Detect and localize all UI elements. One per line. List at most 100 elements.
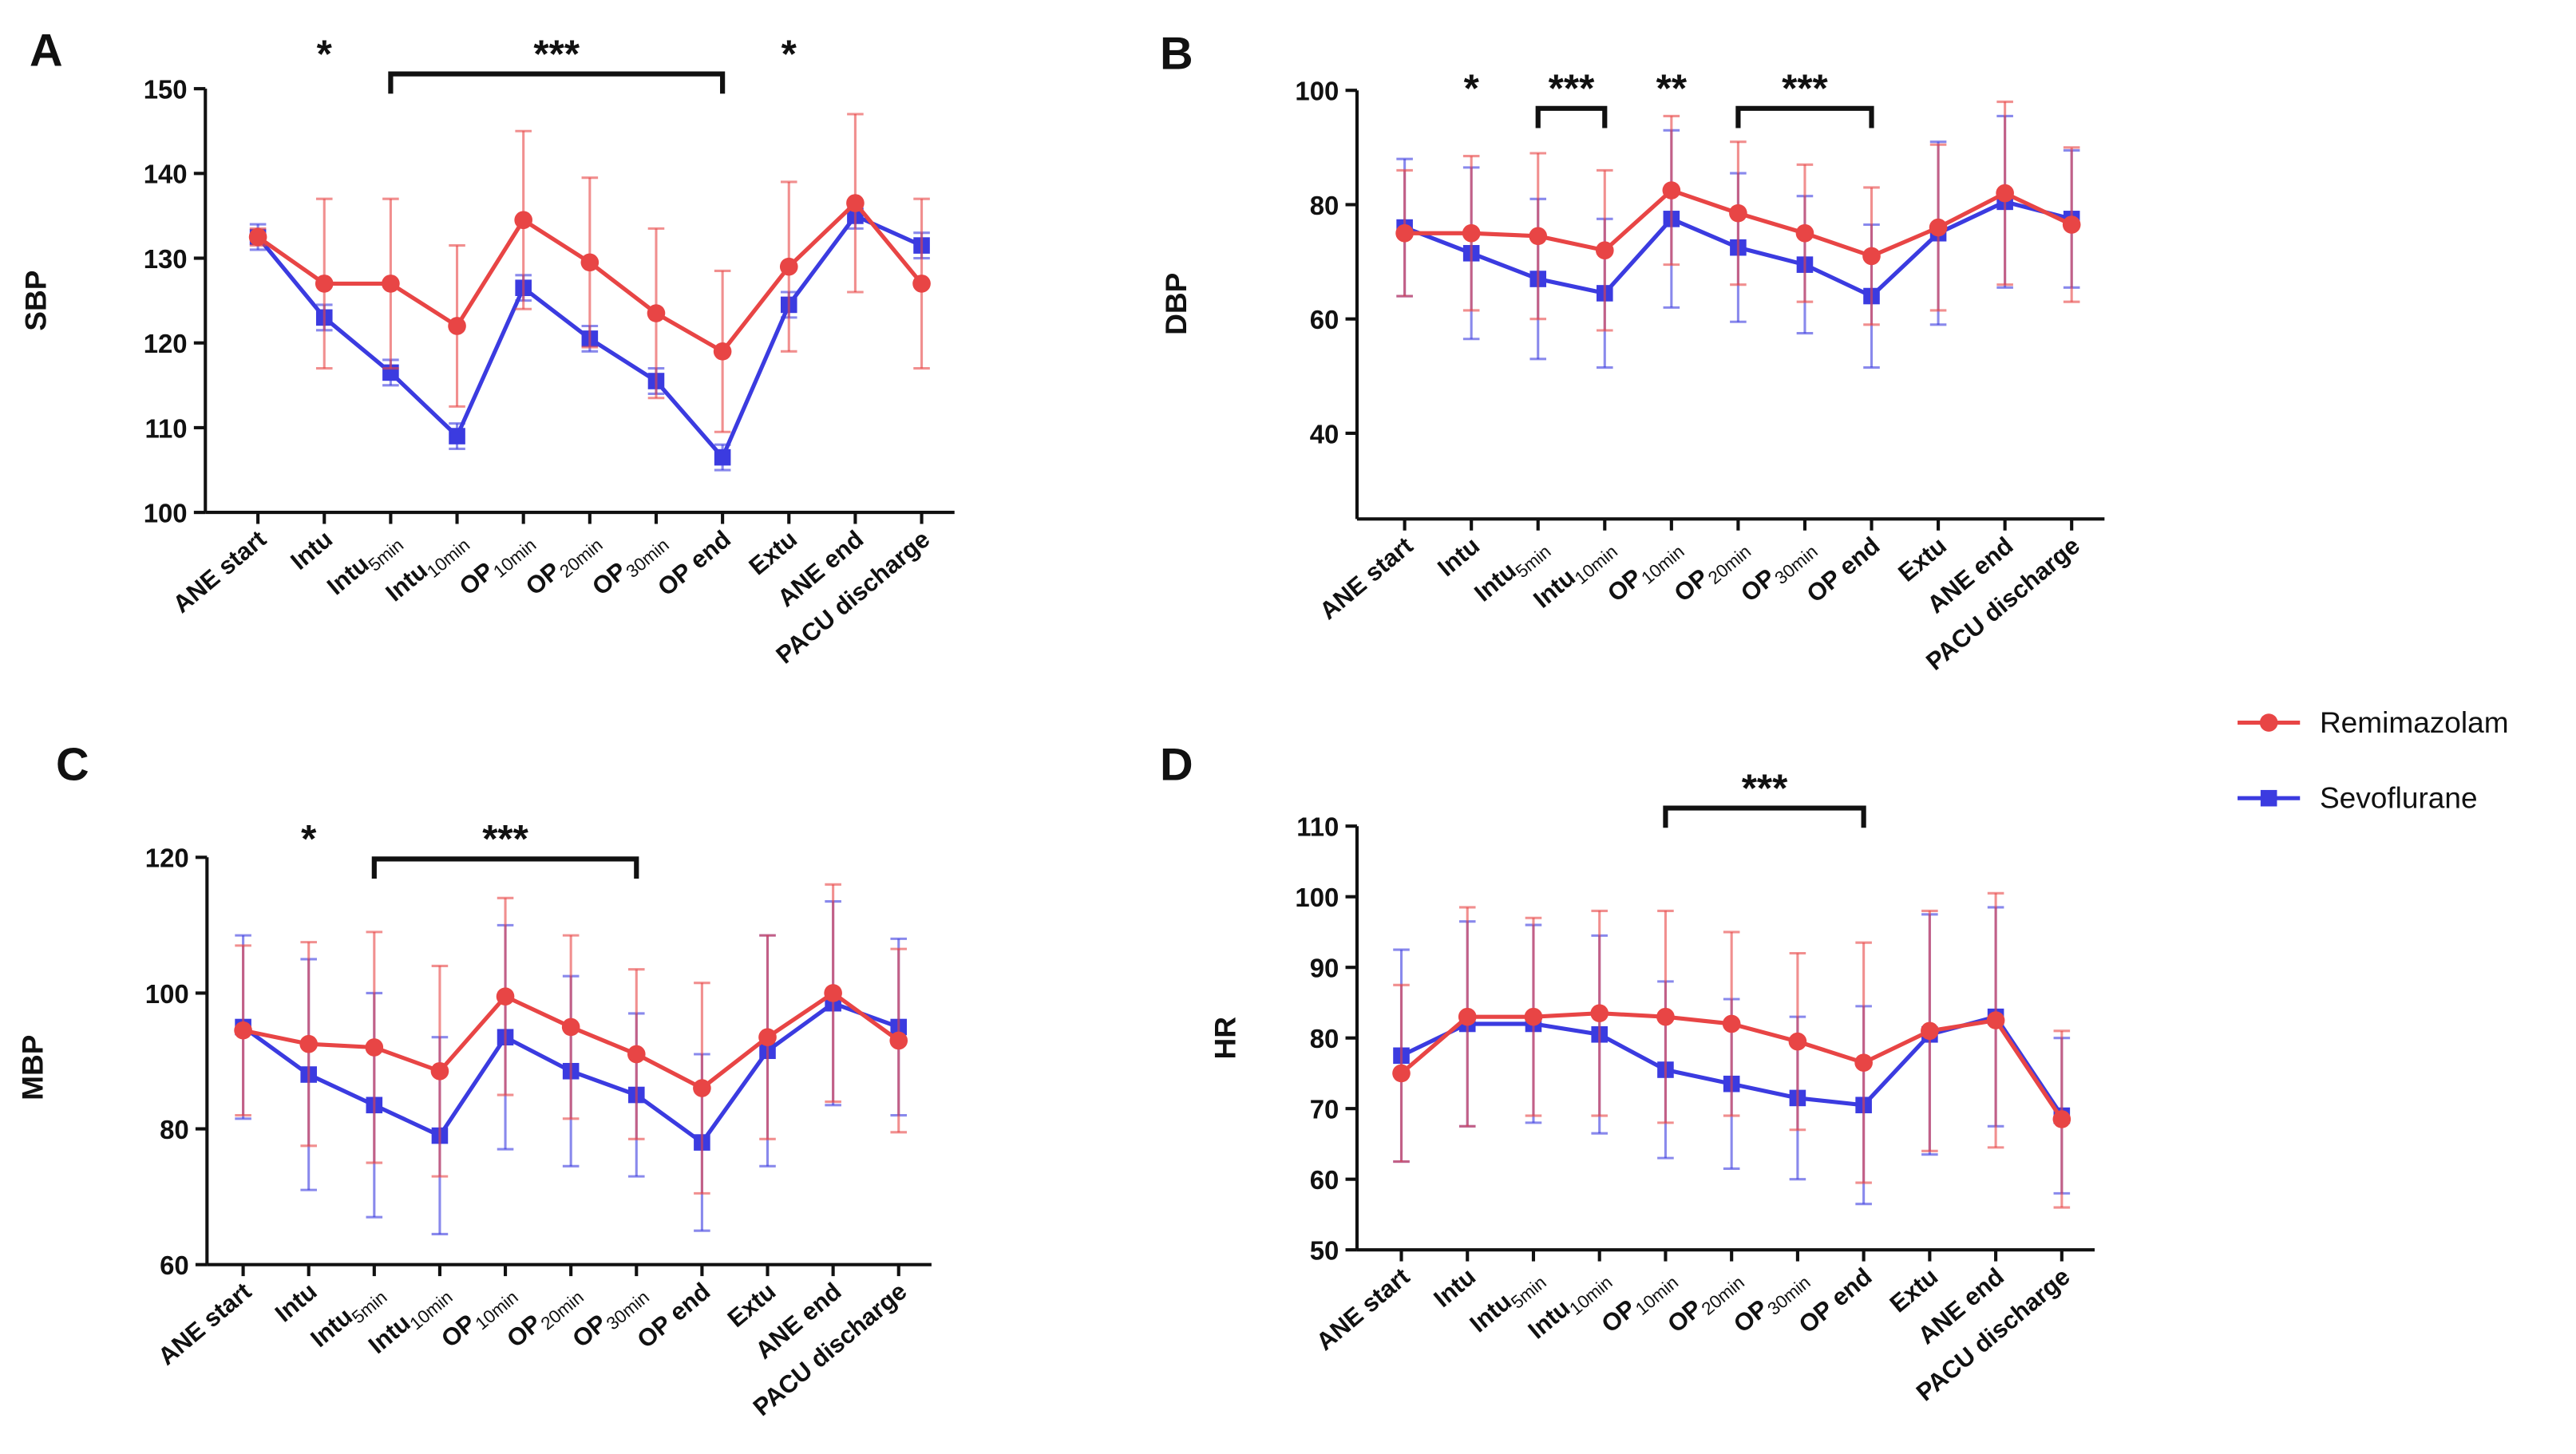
marker: [824, 984, 842, 1002]
x-tick-label: OP30min: [567, 1277, 653, 1357]
x-tick-label: OP10min: [1602, 531, 1688, 611]
marker: [889, 1031, 908, 1050]
y-axis-label: DBP: [1159, 273, 1193, 335]
category-name: Intu: [270, 1277, 322, 1327]
y-tick-label: 150: [144, 74, 188, 104]
marker: [248, 227, 267, 247]
marker: [448, 317, 466, 335]
marker: [1929, 218, 1948, 237]
significance-label: *: [301, 817, 317, 861]
category-name: OP end: [631, 1277, 715, 1353]
x-tick-label: Intu: [1432, 531, 1485, 582]
significance-label: *: [317, 32, 333, 76]
x-tick-label: OP30min: [1728, 1262, 1814, 1342]
legend-label: Sevoflurane: [2320, 781, 2478, 815]
x-tick-label: ANE start: [152, 1277, 256, 1370]
panel-letter: D: [1160, 740, 1193, 791]
marker: [693, 1079, 711, 1097]
marker: [1590, 1004, 1609, 1023]
x-tick-label: OP20min: [520, 525, 607, 605]
significance-bracket: [1535, 105, 1608, 128]
category-name: ANE start: [1314, 531, 1418, 625]
y-tick-label: 110: [1296, 812, 1339, 842]
y-tick-label: 60: [1310, 1165, 1339, 1195]
y-tick-label: 80: [1310, 1024, 1339, 1053]
marker: [1462, 223, 1481, 243]
x-tick-label: ANE start: [1311, 1262, 1415, 1356]
category-name: ANE start: [168, 525, 271, 618]
y-tick-label: 110: [145, 413, 188, 443]
significance-label: ***: [1742, 766, 1788, 810]
category-name: ANE start: [152, 1277, 256, 1370]
marker: [912, 275, 931, 293]
y-tick-label: 140: [144, 160, 188, 189]
marker: [315, 275, 334, 293]
y-tick-label: 90: [1310, 954, 1339, 983]
x-tick-label: OP20min: [1668, 531, 1755, 611]
marker: [1524, 1007, 1543, 1026]
category-name: OP end: [1794, 1262, 1878, 1339]
marker: [758, 1028, 777, 1047]
marker: [496, 987, 515, 1006]
category-name: Intu: [1432, 531, 1485, 582]
category-name: OP end: [1802, 531, 1886, 608]
legend-marker: [2260, 789, 2277, 807]
marker: [365, 1038, 384, 1057]
x-tick-label: Intu: [1428, 1262, 1481, 1313]
legend-label: Remimazolam: [2320, 705, 2509, 739]
x-tick-label: OP end: [652, 525, 736, 602]
x-tick-label: ANE start: [1314, 531, 1418, 625]
marker: [1986, 1011, 2005, 1029]
marker: [2052, 1110, 2071, 1128]
x-tick-label: OP10min: [436, 1277, 522, 1357]
significance-label: *: [1464, 67, 1480, 111]
marker: [1722, 1014, 1741, 1033]
significance-label: ***: [533, 32, 580, 76]
significance-label: *: [782, 32, 797, 76]
marker: [627, 1045, 646, 1064]
marker: [430, 1061, 449, 1081]
x-tick-label: OP end: [1802, 531, 1886, 608]
marker: [1854, 1053, 1873, 1072]
marker: [1795, 223, 1814, 243]
y-tick-label: 80: [1310, 191, 1339, 220]
marker: [1921, 1021, 1939, 1041]
x-tick-label: ANE start: [168, 525, 271, 618]
panel-letter: B: [1160, 28, 1193, 79]
y-tick-label: 100: [145, 979, 189, 1009]
x-tick-label: OP10min: [1596, 1262, 1682, 1342]
y-tick-label: 50: [1310, 1236, 1339, 1266]
y-tick-label: 60: [1310, 305, 1339, 334]
category-name: OP end: [652, 525, 736, 602]
x-tick-label: OP end: [1794, 1262, 1878, 1339]
panel-letter: A: [30, 25, 63, 76]
marker: [846, 194, 865, 212]
significance-bracket: [388, 71, 726, 94]
x-tick-label: OP30min: [587, 525, 673, 605]
marker: [2062, 215, 2081, 234]
category-name: Intu: [1428, 1262, 1481, 1313]
marker: [514, 211, 533, 230]
marker: [1656, 1007, 1675, 1026]
y-tick-label: 120: [144, 329, 188, 358]
marker: [382, 275, 400, 293]
marker: [1392, 1064, 1411, 1083]
marker: [580, 253, 599, 272]
category-name: ANE start: [1311, 1262, 1415, 1356]
y-tick-label: 40: [1310, 419, 1339, 448]
significance-bracket: [1735, 105, 1874, 128]
y-tick-label: 60: [160, 1251, 189, 1280]
y-axis-label: SBP: [19, 271, 53, 331]
x-tick-label: Intu: [270, 1277, 322, 1327]
marker: [1458, 1007, 1477, 1026]
marker: [1595, 241, 1614, 260]
category-name: Intu: [285, 525, 338, 575]
significance-label: ***: [1782, 67, 1828, 111]
y-tick-label: 100: [1295, 77, 1339, 106]
y-axis-label: MBP: [16, 1035, 49, 1100]
y-tick-label: 70: [1310, 1095, 1339, 1124]
significance-label: ***: [1549, 67, 1595, 111]
y-axis-label: HR: [1209, 1017, 1242, 1060]
marker: [1395, 223, 1414, 243]
